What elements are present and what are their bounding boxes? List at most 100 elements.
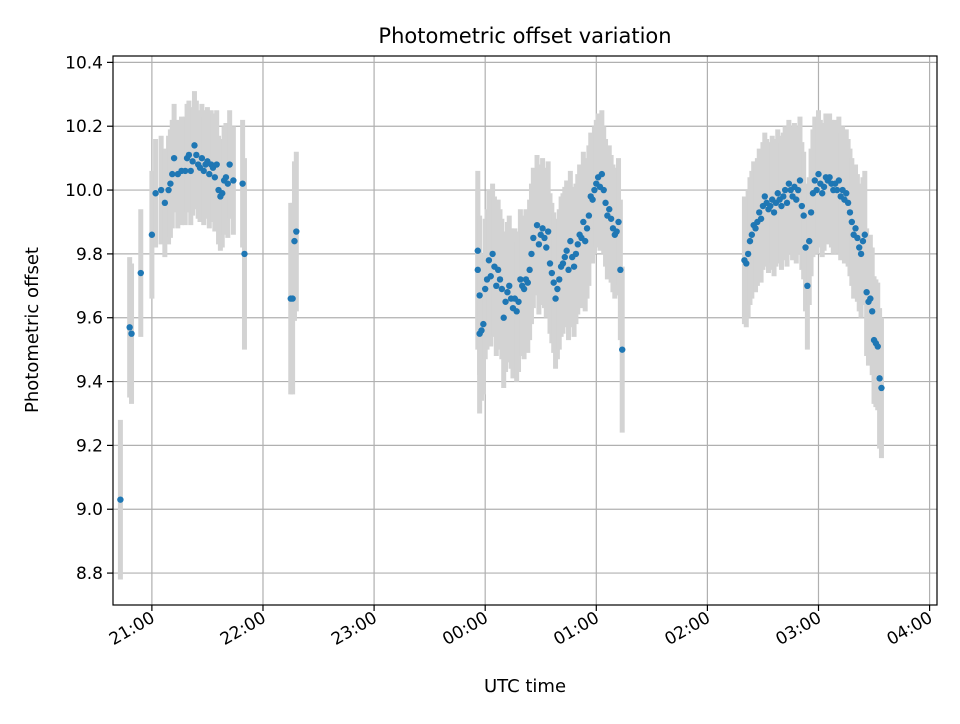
data-point (615, 218, 622, 226)
data-point (617, 266, 624, 274)
data-point (161, 199, 169, 207)
data-point (219, 190, 226, 197)
data-point (818, 190, 826, 197)
data-point (813, 186, 820, 194)
data-point (200, 167, 207, 175)
data-point (800, 212, 807, 219)
y-axis-label: Photometric offset (22, 247, 43, 413)
data-point (802, 244, 809, 251)
data-point (191, 142, 198, 149)
data-point (811, 177, 818, 184)
data-point (485, 257, 493, 264)
data-point (185, 151, 193, 159)
data-point (598, 170, 606, 178)
data-point (746, 237, 754, 245)
y-tick-label: 8.8 (76, 564, 103, 584)
data-point (198, 154, 206, 162)
data-point (241, 250, 248, 258)
data-point (591, 186, 598, 194)
data-point (224, 180, 232, 187)
data-point (515, 298, 522, 305)
data-point (293, 228, 300, 235)
data-point (804, 282, 811, 290)
data-point (570, 263, 578, 270)
data-point (565, 266, 572, 274)
data-point (874, 343, 881, 350)
data-point (476, 292, 483, 299)
data-point (756, 209, 763, 216)
data-point (543, 244, 550, 251)
data-point (856, 244, 863, 251)
data-point (137, 269, 144, 277)
data-point (541, 234, 548, 242)
y-tick-label: 10.4 (65, 53, 103, 73)
data-point (539, 225, 546, 232)
data-point (506, 282, 513, 290)
data-point (859, 237, 867, 245)
data-point (513, 308, 520, 315)
data-point (498, 285, 506, 293)
data-point (585, 212, 593, 219)
data-point (489, 250, 496, 258)
y-tick-label: 9.6 (76, 309, 103, 329)
data-point (222, 174, 230, 181)
data-point (589, 196, 596, 203)
data-point (117, 496, 124, 503)
data-point (533, 221, 541, 229)
data-point (474, 266, 481, 274)
data-point (182, 167, 189, 175)
data-point (852, 225, 859, 232)
data-point (291, 237, 298, 245)
data-point (833, 186, 841, 194)
data-point (820, 183, 828, 191)
data-point (583, 225, 591, 232)
data-point (487, 273, 494, 280)
data-point (619, 346, 626, 353)
data-point (528, 250, 535, 258)
data-point (550, 279, 557, 286)
data-point (148, 231, 156, 238)
data-point (613, 228, 620, 235)
data-point (826, 174, 833, 181)
data-point (554, 285, 561, 293)
data-point (556, 276, 563, 283)
data-point (835, 177, 843, 184)
y-tick-label: 9.8 (76, 245, 103, 265)
data-point (778, 202, 785, 210)
data-point (128, 330, 135, 337)
data-point (794, 186, 802, 194)
data-point (535, 241, 543, 248)
plot-frame (112, 55, 938, 606)
data-point (494, 266, 502, 274)
data-point (793, 196, 800, 203)
data-point (757, 215, 765, 222)
data-point (206, 170, 213, 178)
data-point (863, 288, 870, 296)
data-point (606, 206, 613, 213)
data-point (574, 241, 581, 248)
data-point (474, 247, 481, 254)
data-point (843, 190, 850, 197)
data-point (500, 314, 507, 321)
data-point (600, 186, 607, 194)
data-point (524, 279, 531, 286)
data-point (848, 218, 856, 226)
data-point (546, 260, 554, 267)
data-point (478, 327, 485, 334)
data-point (867, 295, 874, 302)
data-point (169, 170, 176, 178)
data-point (126, 324, 133, 331)
y-axis-ticks: 8.8 9.0 9.2 9.4 9.6 9.8 10.0 10.2 10.4 (65, 53, 113, 584)
data-point (781, 186, 789, 194)
y-tick-label: 10.2 (65, 117, 103, 137)
data-point (157, 186, 165, 194)
data-point (552, 295, 559, 302)
y-tick-label: 10.0 (65, 181, 103, 201)
data-point (530, 234, 537, 242)
data-point (496, 276, 504, 283)
data-point (189, 158, 196, 165)
x-axis-label: UTC time (484, 676, 566, 697)
y-tick-label: 9.0 (76, 500, 103, 520)
